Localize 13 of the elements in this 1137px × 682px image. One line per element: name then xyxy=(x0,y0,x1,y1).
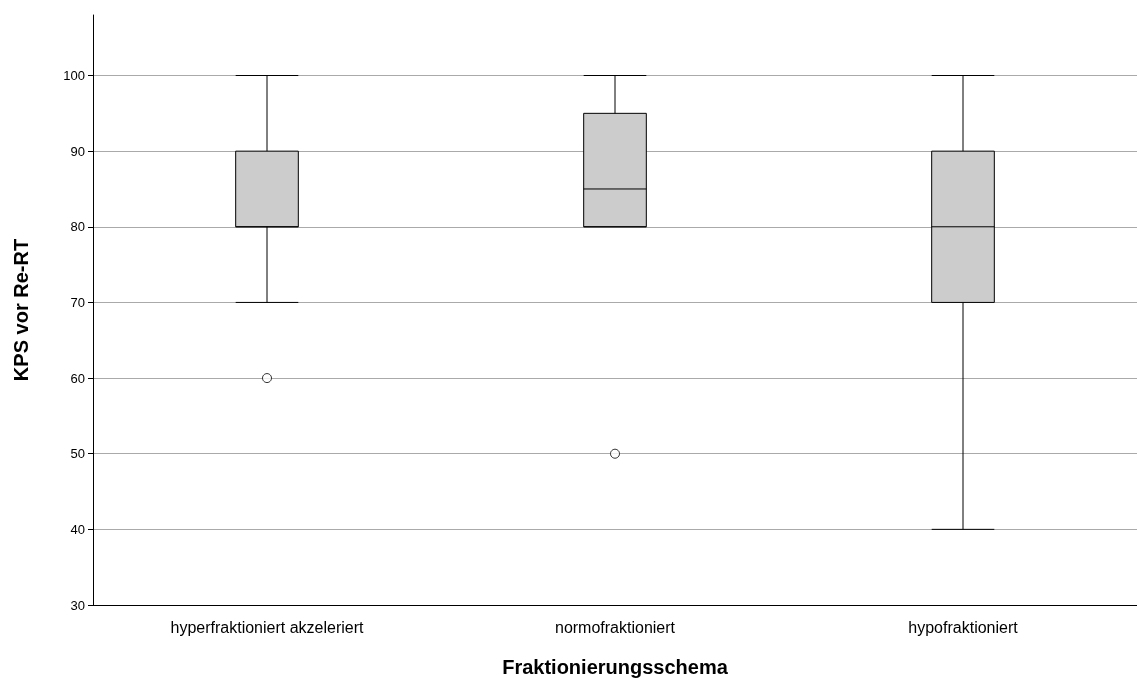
y-tick-label: 30 xyxy=(70,597,85,613)
y-tick-label: 60 xyxy=(70,370,85,386)
x-tick-label: hyperfraktioniert akzeleriert xyxy=(170,618,365,636)
y-tick-label: 70 xyxy=(70,294,85,310)
x-axis-title: Fraktionierungsschema xyxy=(502,656,729,678)
y-tick-label: 80 xyxy=(70,219,85,235)
y-tick-label: 40 xyxy=(70,521,85,537)
y-tick-label: 90 xyxy=(70,143,85,159)
x-tick-label: normofraktioniert xyxy=(554,618,676,636)
x-tick-label: hypofraktioniert xyxy=(908,618,1019,636)
y-tick-label: 50 xyxy=(70,446,85,462)
y-tick-label: 100 xyxy=(63,68,85,84)
y-axis-title: KPS vor Re-RT xyxy=(10,238,32,382)
